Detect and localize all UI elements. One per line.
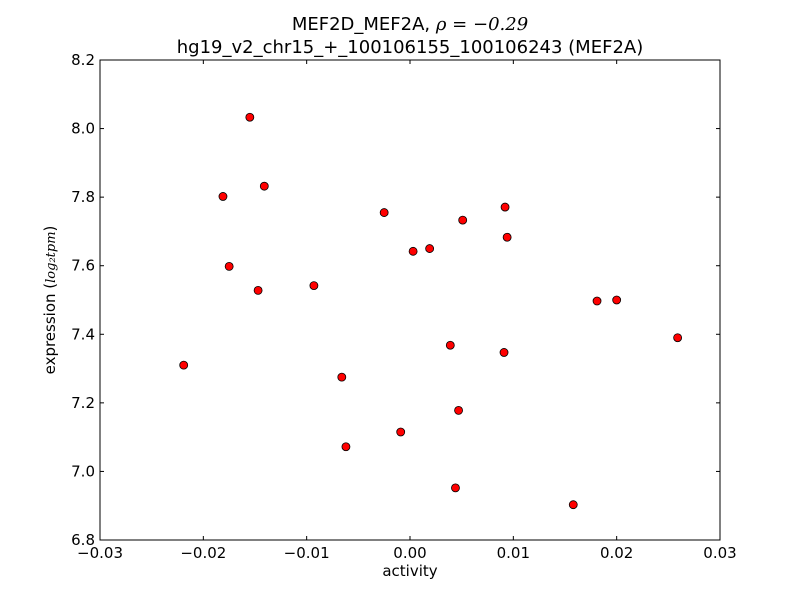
x-tick-label: −0.01 bbox=[284, 544, 330, 562]
y-tick-label: 8.0 bbox=[71, 120, 95, 138]
data-point bbox=[259, 181, 269, 191]
data-point bbox=[502, 232, 512, 242]
axes-ticks: −0.03 −0.02 −0.01 0.00 0.01 0.02 0.03 6.8 7.0 7.2… bbox=[71, 51, 737, 562]
data-point bbox=[224, 261, 234, 271]
data-point bbox=[425, 244, 435, 253]
x-tick-label: 0.03 bbox=[703, 544, 736, 562]
y-tick-label: 7.4 bbox=[71, 325, 95, 343]
data-point bbox=[253, 285, 263, 295]
y-tick-label: 7.8 bbox=[71, 188, 95, 206]
y-axis-label: expression (log₂tpm) bbox=[41, 226, 59, 375]
data-point bbox=[499, 348, 509, 357]
x-tick-label: 0.00 bbox=[393, 544, 426, 562]
y-tick-label: 7.2 bbox=[71, 394, 95, 412]
plot-frame bbox=[99, 59, 721, 541]
data-point bbox=[408, 246, 418, 256]
x-axis-label: activity bbox=[382, 562, 437, 580]
data-point bbox=[179, 360, 189, 370]
x-tick-label: −0.03 bbox=[77, 544, 123, 562]
data-point bbox=[458, 215, 468, 225]
y-tick-label: 8.2 bbox=[71, 51, 95, 69]
data-point bbox=[451, 483, 460, 493]
y-tick-label: 6.8 bbox=[71, 531, 95, 549]
x-tick-label: 0.01 bbox=[497, 544, 530, 562]
data-point bbox=[309, 281, 319, 291]
data-point bbox=[245, 112, 255, 122]
data-point bbox=[218, 192, 228, 201]
x-tick-label: 0.02 bbox=[600, 544, 633, 562]
data-points bbox=[179, 112, 683, 510]
data-point bbox=[454, 405, 463, 415]
data-point bbox=[341, 442, 351, 452]
data-point bbox=[396, 427, 406, 437]
chart-title-line1: MEF2D_MEF2A, ρ = −0.29 bbox=[292, 14, 528, 35]
data-point bbox=[379, 208, 389, 217]
data-point bbox=[568, 500, 578, 510]
rho-value: ρ = −0.29 bbox=[435, 14, 528, 35]
data-point bbox=[673, 333, 683, 343]
chart-title-line2: hg19_v2_chr15_+_100106155_100106243 (MEF… bbox=[177, 37, 643, 58]
y-tick-label: 7.6 bbox=[71, 257, 95, 275]
data-point bbox=[592, 296, 602, 306]
y-tick-label: 7.0 bbox=[71, 462, 95, 480]
data-point bbox=[337, 372, 347, 382]
x-tick-label: −0.02 bbox=[180, 544, 226, 562]
data-point bbox=[612, 295, 622, 305]
data-point bbox=[500, 202, 510, 212]
data-point bbox=[445, 340, 455, 350]
